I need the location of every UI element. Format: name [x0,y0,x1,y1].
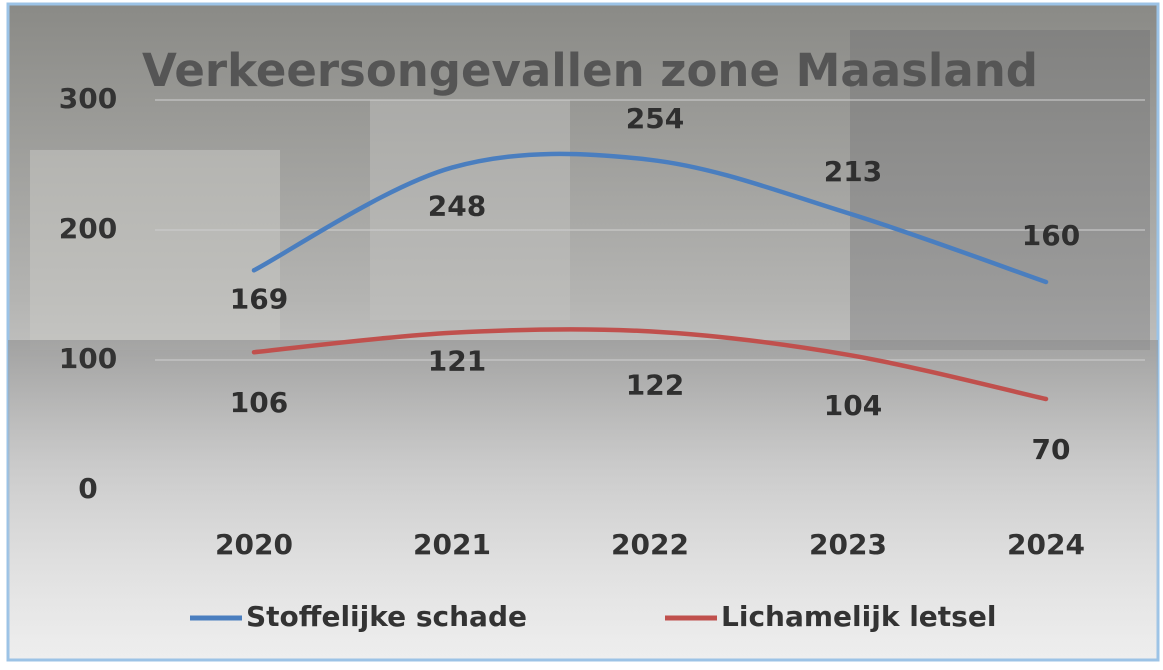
data-label: 248 [428,190,486,223]
data-label: 104 [824,389,882,422]
legend-label: Stoffelijke schade [246,600,527,633]
chart-title: Verkeersongevallen zone Maasland [142,44,1038,97]
y-tick-label: 0 [78,472,97,505]
y-tick-label: 200 [59,212,117,245]
data-label: 160 [1022,219,1080,252]
data-label: 169 [230,282,288,315]
background-truck [370,100,570,320]
x-tick-label: 2024 [1007,528,1085,561]
data-label: 254 [626,102,684,135]
y-tick-label: 300 [59,82,117,115]
x-tick-label: 2020 [215,528,293,561]
background-car [850,30,1150,350]
x-tick-label: 2022 [611,528,689,561]
series-line [251,151,1049,285]
background-van [30,150,280,350]
y-tick-label: 100 [59,342,117,375]
data-label: 106 [230,386,288,419]
x-tick-label: 2021 [413,528,491,561]
x-tick-label: 2023 [809,528,887,561]
legend-label: Lichamelijk letsel [721,600,996,633]
data-label: 70 [1032,433,1071,466]
background-road [8,340,1158,660]
data-label: 121 [428,345,486,378]
data-label: 122 [626,368,684,401]
data-label: 213 [824,155,882,188]
plot-area: 0 100 200 300 2020 2021 2022 2023 2024 169 248 254 2… [59,82,1145,633]
series-line [251,327,1049,402]
